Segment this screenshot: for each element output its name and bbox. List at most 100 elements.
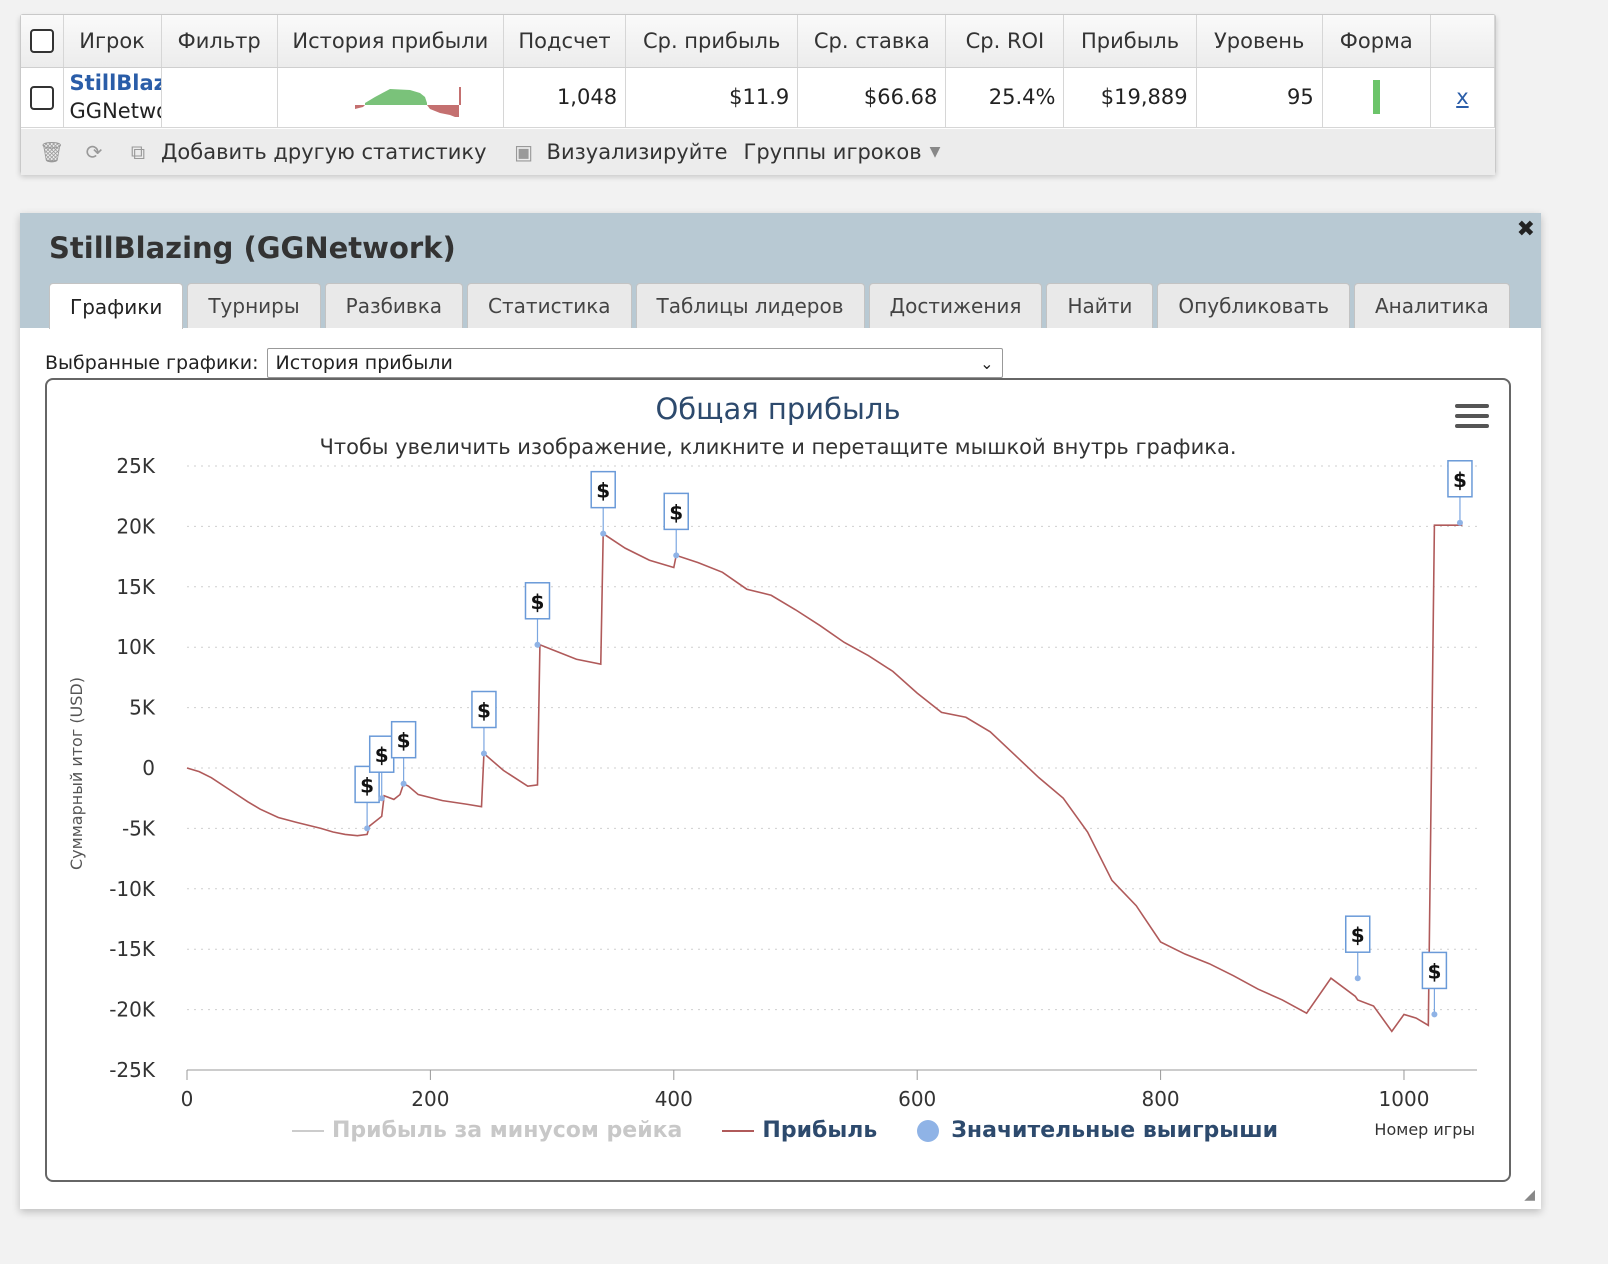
col-player[interactable]: Игрок <box>63 15 162 68</box>
row-checkbox[interactable] <box>29 85 54 110</box>
remove-row-link[interactable]: x <box>1456 85 1469 109</box>
big-win-dollar-icon: $ <box>1453 468 1467 492</box>
charts-label: Выбранные графики: <box>45 352 259 374</box>
y-tick-label: 10K <box>116 635 155 659</box>
tab-find[interactable]: Найти <box>1046 283 1154 328</box>
big-win-point <box>400 780 407 787</box>
x-tick-label: 400 <box>655 1087 693 1111</box>
col-profit[interactable]: Прибыль <box>1063 15 1197 68</box>
big-win-flag <box>1447 460 1473 498</box>
tab-breakdown[interactable]: Разбивка <box>324 283 464 328</box>
y-tick-label: 15K <box>116 575 155 599</box>
x-tick-label: 0 <box>181 1087 194 1111</box>
resize-handle-icon[interactable]: ◢ <box>1524 1187 1535 1203</box>
player-name-link[interactable]: StillBlaz <box>69 71 162 95</box>
x-tick-label: 200 <box>411 1087 449 1111</box>
dialog-title: StillBlazing (GGNetwork) <box>49 231 456 265</box>
big-win-flag <box>390 720 417 759</box>
sparkline-negative-area-early <box>319 105 366 109</box>
big-win-flag <box>1344 915 1371 953</box>
charts-select[interactable]: История прибыли ⌄ <box>266 348 1003 378</box>
big-win-flag <box>1421 951 1448 990</box>
close-icon[interactable]: ✖ <box>1516 217 1535 242</box>
big-win-point <box>378 795 385 802</box>
sparkline-negative-area <box>427 87 462 117</box>
col-count[interactable]: Подсчет <box>503 15 627 68</box>
table-row: StillBlaz GGNetwo 1,048 $11.9 $66.68 25.… <box>21 67 1496 128</box>
big-win-dollar-icon: $ <box>596 479 610 503</box>
add-stat-label: Добавить другую статистику <box>161 140 487 164</box>
y-tick-label: -20K <box>109 998 156 1022</box>
player-groups-label: Группы игроков <box>743 140 922 164</box>
tab-bar: Графики Турниры Разбивка Статистика Табл… <box>49 283 1514 329</box>
select-all-checkbox[interactable] <box>29 29 54 54</box>
stats-table: Игрок Фильтр История прибыли Подсчет Ср.… <box>21 15 1496 128</box>
profit-cell: $19,889 <box>1063 67 1197 128</box>
profit-history-sparkline <box>277 67 504 128</box>
chart-menu-icon[interactable] <box>1455 404 1489 434</box>
visualize-button[interactable]: ▣ Визуализируйте <box>513 140 728 164</box>
col-level[interactable]: Уровень <box>1196 15 1323 68</box>
x-tick-label: 600 <box>898 1087 936 1111</box>
y-tick-label: -5K <box>122 816 156 840</box>
legend-label-net-profit: Прибыль за минусом рейка <box>332 1118 683 1143</box>
y-tick-label: -15K <box>109 937 156 961</box>
big-win-dollar-icon: $ <box>360 773 374 797</box>
big-win-point <box>673 552 680 559</box>
image-icon: ▣ <box>514 140 533 164</box>
y-tick-label: 5K <box>129 696 156 720</box>
sparkline-positive-area <box>319 89 428 105</box>
big-win-flag <box>471 690 497 729</box>
player-groups-dropdown[interactable]: Группы игроков ▼ <box>744 140 941 164</box>
legend-item-big-wins[interactable]: Значительные выигрыши <box>917 1118 1278 1143</box>
tab-charts[interactable]: Графики <box>49 283 184 329</box>
trash-icon[interactable]: 🗑 <box>39 140 65 164</box>
tab-tournaments[interactable]: Турниры <box>187 283 321 328</box>
tab-statistics[interactable]: Статистика <box>467 283 632 328</box>
y-tick-label: -25K <box>109 1058 156 1082</box>
big-win-flag <box>590 470 616 509</box>
legend-label-profit: Прибыль <box>762 1118 878 1143</box>
select-all-header <box>21 15 64 68</box>
col-filter[interactable]: Фильтр <box>161 15 278 68</box>
y-tick-label: 25K <box>116 454 155 478</box>
tab-publish[interactable]: Опубликовать <box>1157 283 1350 328</box>
col-avg-profit[interactable]: Ср. прибыль <box>625 15 799 68</box>
col-avg-stake[interactable]: Ср. ставка <box>797 15 947 68</box>
tab-achievements[interactable]: Достижения <box>868 283 1043 328</box>
big-win-dollar-icon: $ <box>1427 959 1441 983</box>
avg-stake-cell: $66.68 <box>797 67 947 128</box>
charts-select-value: История прибыли <box>275 352 453 374</box>
avg-profit-cell: $11.9 <box>625 67 799 128</box>
x-tick-label: 1000 <box>1379 1087 1430 1111</box>
chart-subtitle: Чтобы увеличить изображение, кликните и … <box>319 435 1237 459</box>
form-cell <box>1322 67 1431 128</box>
col-avg-roi[interactable]: Ср. ROI <box>945 15 1065 68</box>
legend-label-big-wins: Значительные выигрыши <box>951 1118 1278 1143</box>
level-cell: 95 <box>1196 67 1323 128</box>
avg-roi-cell: 25.4% <box>945 67 1065 128</box>
big-win-point <box>1354 975 1361 982</box>
stats-toolbar: 🗑 ⟳ ⧉ Добавить другую статистику ▣ Визуа… <box>21 129 1495 175</box>
visualize-label: Визуализируйте <box>546 140 728 164</box>
legend-item-profit[interactable]: Прибыль <box>722 1118 877 1143</box>
chevron-down-icon: ⌄ <box>980 353 994 373</box>
refresh-icon[interactable]: ⟳ <box>85 140 103 164</box>
form-indicator <box>1372 80 1380 114</box>
legend-swatch-net-profit <box>292 1129 324 1132</box>
sparkline-chart <box>319 87 462 117</box>
col-profit-history[interactable]: История прибыли <box>277 15 504 68</box>
big-win-dollar-icon: $ <box>477 699 491 723</box>
add-stat-icon: ⧉ <box>130 140 146 164</box>
x-axis-label: Номер игры <box>1374 1120 1475 1139</box>
profit-chart[interactable]: 25K 20K 15K 10K 5K 0 -5K -10K -15K -20K -25K 0 200 40… <box>47 380 1509 1180</box>
chart-container[interactable]: Общая прибыль Чтобы увеличить изображени… <box>45 378 1511 1182</box>
col-form[interactable]: Форма <box>1322 15 1431 68</box>
player-cell: StillBlaz GGNetwo <box>63 67 162 128</box>
tab-analytics[interactable]: Аналитика <box>1354 283 1510 328</box>
tab-leaderboards[interactable]: Таблицы лидеров <box>635 283 865 328</box>
count-cell: 1,048 <box>503 67 627 128</box>
add-stat-button[interactable]: ⧉ Добавить другую статистику <box>127 140 487 164</box>
y-tick-label: 0 <box>142 756 155 780</box>
legend-item-net-profit[interactable]: Прибыль за минусом рейка <box>292 1118 682 1143</box>
